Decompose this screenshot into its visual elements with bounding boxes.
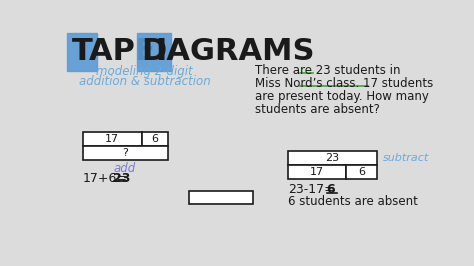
Bar bbox=[288, 151, 377, 165]
Text: 23: 23 bbox=[113, 172, 131, 185]
Text: APE: APE bbox=[89, 38, 166, 66]
Text: 6: 6 bbox=[358, 167, 365, 177]
Text: 23: 23 bbox=[325, 153, 339, 163]
Text: D: D bbox=[141, 38, 167, 66]
Text: ?: ? bbox=[122, 148, 128, 158]
Text: 23-17=: 23-17= bbox=[288, 183, 335, 196]
Bar bbox=[142, 132, 168, 146]
Bar bbox=[82, 132, 142, 146]
Bar bbox=[288, 165, 346, 179]
Text: subtract: subtract bbox=[383, 153, 429, 163]
Text: T: T bbox=[72, 38, 92, 66]
Text: Miss Nord’s class. 17 students: Miss Nord’s class. 17 students bbox=[255, 77, 433, 90]
Bar bbox=[190, 190, 253, 204]
Text: 6: 6 bbox=[152, 134, 158, 144]
Bar bbox=[82, 146, 168, 160]
Text: 17+6=: 17+6= bbox=[82, 172, 128, 185]
Text: add: add bbox=[114, 162, 136, 175]
Bar bbox=[346, 165, 377, 179]
Text: modeling 2-digit: modeling 2-digit bbox=[96, 65, 193, 78]
Text: 17: 17 bbox=[310, 167, 324, 177]
Text: 6: 6 bbox=[327, 183, 335, 196]
Text: 6 students are absent: 6 students are absent bbox=[288, 195, 418, 208]
Text: IAGRAMS: IAGRAMS bbox=[155, 38, 315, 66]
Text: students are absent?: students are absent? bbox=[255, 103, 379, 116]
Text: 17: 17 bbox=[105, 134, 119, 144]
Text: addition & subtraction: addition & subtraction bbox=[79, 76, 210, 89]
Text: There are 23 students in: There are 23 students in bbox=[255, 64, 400, 77]
Text: are present today. How many: are present today. How many bbox=[255, 90, 428, 103]
